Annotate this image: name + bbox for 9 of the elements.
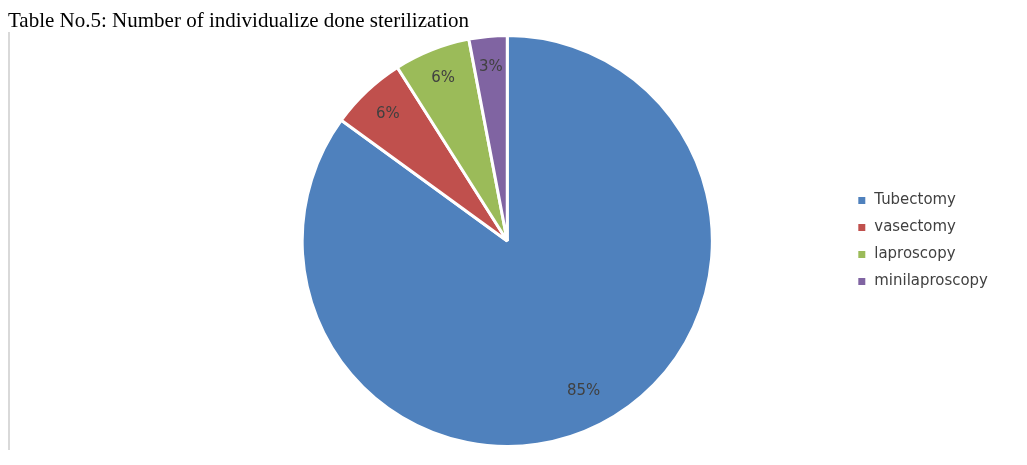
chart-title: Table No.5: Number of individualize done sterilization — [8, 8, 470, 32]
legend-label: vasectomy — [874, 217, 957, 236]
legend-label: minilaproscopy — [874, 271, 989, 290]
data-label: 85% — [566, 381, 601, 400]
data-label: 6% — [376, 103, 400, 122]
legend-label: laproscopy — [874, 244, 956, 263]
data-label: 3% — [478, 56, 503, 75]
data-label: 6% — [431, 68, 455, 87]
legend-label: Tubectomy — [873, 190, 957, 209]
